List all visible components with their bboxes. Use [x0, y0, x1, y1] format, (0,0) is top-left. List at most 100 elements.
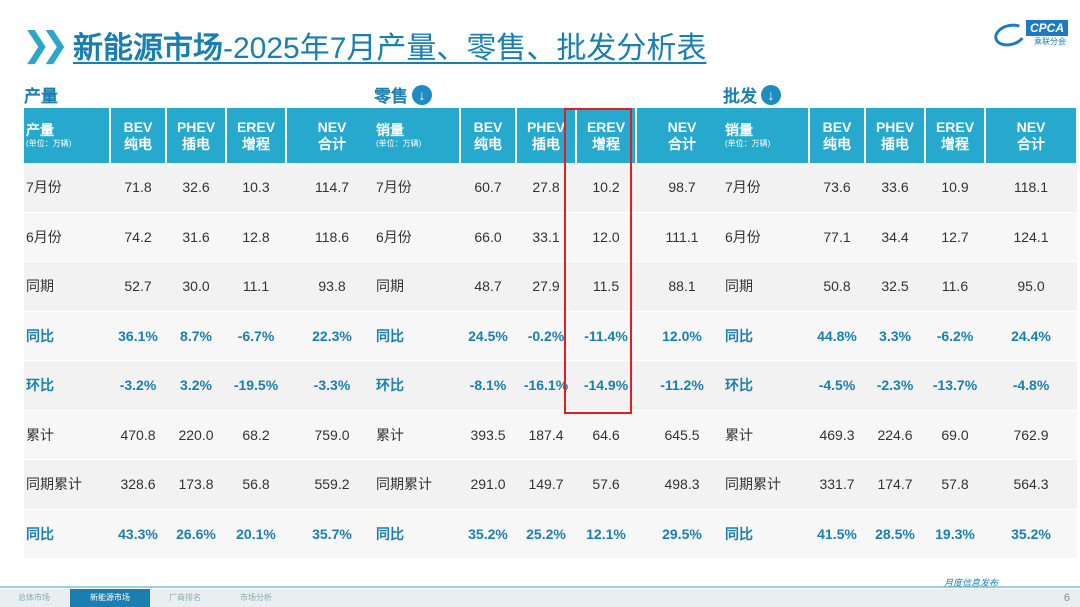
table-row: 同期 50.8 32.5 11.6 95.0	[723, 261, 1077, 312]
table-cell: 77.1	[809, 212, 865, 262]
table-cell: 74.2	[110, 212, 166, 262]
column-header: EREV 增程	[576, 108, 637, 163]
row-label: 累计	[374, 410, 460, 460]
table-cell: 12.0%	[636, 311, 728, 361]
table-cell: -3.3%	[286, 360, 378, 411]
table-cell: 33.6	[865, 163, 925, 213]
table-cell: 291.0	[460, 459, 516, 510]
page-number: 6	[1063, 592, 1070, 604]
logo-text: CPCA	[1025, 20, 1068, 36]
table-cell: 66.0	[460, 212, 516, 262]
table-cell: 33.1	[516, 212, 576, 262]
column-header: BEV 纯电	[809, 108, 866, 163]
table-cell: 52.7	[110, 261, 166, 312]
table-cell: -19.5%	[226, 360, 286, 411]
table-row: 同比 35.2% 25.2% 12.1% 29.5%	[374, 509, 728, 559]
table-cell: 27.9	[516, 261, 576, 312]
title-main: 新能源市场	[72, 32, 223, 65]
table-cell: -16.1%	[516, 360, 576, 411]
section-label-production: 产量	[24, 82, 58, 107]
table-cell: 31.6	[166, 212, 226, 262]
table-cell: 71.8	[110, 163, 166, 213]
table-cell: 564.3	[985, 459, 1077, 510]
row-label: 7月份	[374, 163, 460, 213]
table-cell: -3.2%	[110, 360, 166, 411]
table-row: 6月份 74.2 31.6 12.8 118.6	[24, 212, 378, 262]
column-header: NEV 合计	[985, 108, 1078, 163]
row-label: 同期	[24, 261, 110, 312]
row-label: 同期	[374, 261, 460, 312]
footer-divider	[0, 586, 1080, 588]
row-label: 同比	[723, 509, 809, 559]
table-row: 同比 24.5% -0.2% -11.4% 12.0%	[374, 311, 728, 361]
table-cell: 118.6	[286, 212, 378, 262]
footer-tab[interactable]: 市场分析	[240, 593, 272, 602]
table-row: 同期 48.7 27.9 11.5 88.1	[374, 261, 728, 312]
table-cell: 173.8	[166, 459, 226, 510]
table-cell: 56.8	[226, 459, 286, 510]
table-cell: 118.1	[985, 163, 1077, 213]
logo-swoosh-icon	[991, 20, 1029, 50]
table-cell: 29.5%	[636, 509, 728, 559]
table-cell: 470.8	[110, 410, 166, 460]
logo-sub: 乘联分会	[1034, 37, 1066, 46]
chevron-icon: ❯❯	[22, 26, 69, 64]
column-header: PHEV 插电	[865, 108, 926, 163]
table-cell: 11.6	[925, 261, 985, 312]
row-label: 环比	[24, 360, 110, 411]
header-label: 产量 (单位：万辆)	[24, 108, 111, 163]
row-label: 同比	[24, 311, 110, 361]
table-cell: -0.2%	[516, 311, 576, 361]
table-cell: 95.0	[985, 261, 1077, 312]
row-label: 同比	[374, 509, 460, 559]
header-label: 销量 (单位：万辆)	[374, 108, 461, 163]
table-row: 同比 43.3% 26.6% 20.1% 35.7%	[24, 509, 378, 559]
column-header: BEV 纯电	[460, 108, 517, 163]
table-row: 累计 470.8 220.0 68.2 759.0	[24, 410, 378, 460]
row-label: 7月份	[723, 163, 809, 213]
table-cell: 12.7	[925, 212, 985, 262]
row-label: 6月份	[374, 212, 460, 262]
table-cell: 328.6	[110, 459, 166, 510]
row-label: 同比	[374, 311, 460, 361]
table-wholesale: 销量 (单位：万辆) BEV 纯电 PHEV 插电 EREV 增程 NEV 合计 7月份 73.6 33…	[723, 108, 1078, 559]
table-cell: 8.7%	[166, 311, 226, 361]
row-label: 同期累计	[24, 459, 110, 510]
table-cell: 20.1%	[226, 509, 286, 559]
table-cell: 10.3	[226, 163, 286, 213]
table-cell: -2.3%	[865, 360, 925, 411]
cpca-logo: CPCA 乘联分会	[991, 18, 1068, 50]
table-cell: 10.2	[576, 163, 636, 213]
table-cell: 220.0	[166, 410, 226, 460]
footer-tab[interactable]: 厂商排名	[169, 593, 201, 602]
table-cell: 25.2%	[516, 509, 576, 559]
table-cell: 331.7	[809, 459, 865, 510]
section-label-retail: 零售 ↓	[374, 82, 432, 107]
column-header: NEV 合计	[286, 108, 379, 163]
table-cell: 35.2%	[985, 509, 1077, 559]
table-row: 同期累计 291.0 149.7 57.6 498.3	[374, 459, 728, 510]
table-cell: 88.1	[636, 261, 728, 312]
table-cell: -6.2%	[925, 311, 985, 361]
footer-tab[interactable]: 新能源市场	[70, 589, 150, 607]
row-label: 同比	[24, 509, 110, 559]
column-header: EREV 增程	[226, 108, 287, 163]
table-cell: 30.0	[166, 261, 226, 312]
download-icon[interactable]: ↓	[761, 84, 781, 105]
table-row: 7月份 60.7 27.8 10.2 98.7	[374, 163, 728, 213]
section-title: 批发	[723, 87, 757, 106]
footer-tab[interactable]: 总体市场	[18, 593, 50, 602]
table-cell: -4.8%	[985, 360, 1077, 411]
table-cell: 224.6	[865, 410, 925, 460]
highlight-box	[564, 108, 632, 414]
table-cell: 11.5	[576, 261, 636, 312]
table-cell: 24.4%	[985, 311, 1077, 361]
download-icon[interactable]: ↓	[412, 84, 432, 105]
row-label: 环比	[374, 360, 460, 411]
table-cell: -14.9%	[576, 360, 636, 411]
table-cell: 41.5%	[809, 509, 865, 559]
table-cell: -13.7%	[925, 360, 985, 411]
table-cell: 69.0	[925, 410, 985, 460]
table-cell: 36.1%	[110, 311, 166, 361]
table-production: 产量 (单位：万辆) BEV 纯电 PHEV 插电 EREV 增程 NEV 合计 7月份 71.8 32…	[24, 108, 379, 559]
